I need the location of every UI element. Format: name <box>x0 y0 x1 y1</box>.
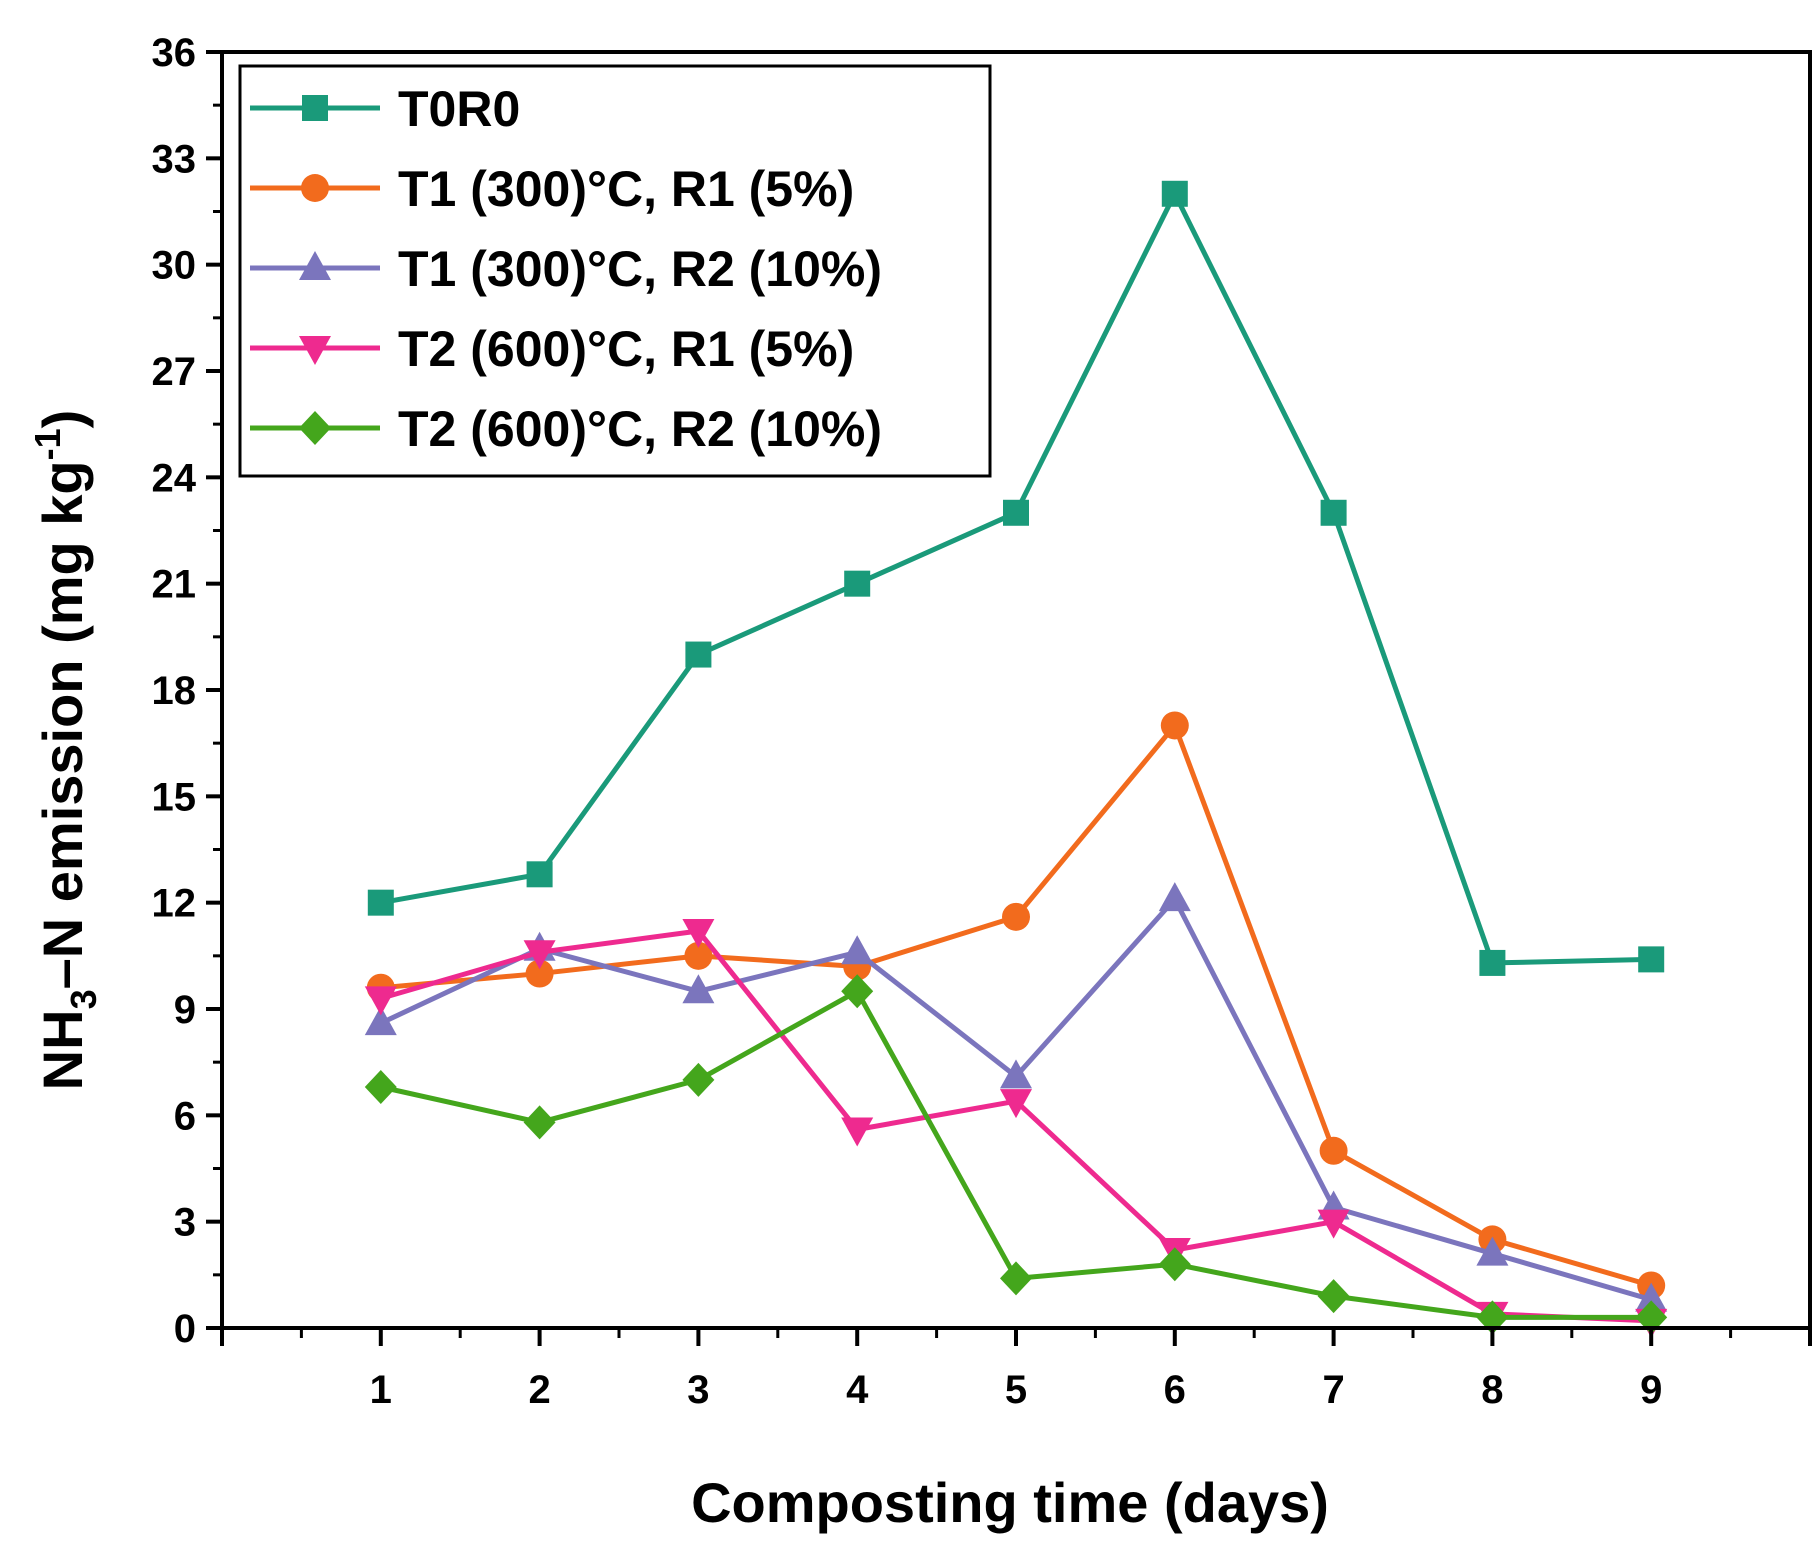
data-point <box>684 941 713 970</box>
data-point <box>367 889 394 916</box>
data-point <box>1635 1282 1668 1312</box>
y-tick-label: 15 <box>152 775 197 819</box>
legend-entry-1: T0R0 <box>250 81 520 137</box>
y-tick-label: 27 <box>152 350 197 394</box>
plot-area <box>364 180 1668 1338</box>
data-point <box>682 974 715 1004</box>
y-axis-title-sub: 3 <box>63 989 104 1009</box>
data-point <box>523 940 556 970</box>
y-tick-label: 33 <box>152 137 197 181</box>
data-point <box>1158 1247 1191 1282</box>
data-point <box>526 861 553 888</box>
data-point <box>1479 949 1506 976</box>
legend-entry-5: T2 (600)°C, R2 (10%) <box>250 401 882 457</box>
data-point <box>1160 711 1189 740</box>
data-point <box>1000 1089 1032 1119</box>
y-tick-label: 9 <box>174 988 196 1032</box>
series-line <box>380 722 1652 1288</box>
legend-entry-2: T1 (300)°C, R1 (5%) <box>250 161 854 217</box>
data-point <box>1319 1136 1348 1165</box>
y-tick-label: 12 <box>152 882 197 926</box>
legend-marker <box>299 336 331 365</box>
x-tick-label: 3 <box>687 1368 709 1412</box>
y-axis-title: NH3–N emission (mg kg-1) <box>27 410 104 1091</box>
x-tick-label: 8 <box>1481 1368 1503 1412</box>
data-point <box>1158 882 1191 912</box>
data-point <box>364 986 397 1016</box>
data-point <box>841 935 874 965</box>
legend: T0R0 T1 (300)°C, R1 (5%) T1 (300)°C, R2 (1… <box>238 64 992 478</box>
series-1 <box>367 180 1665 976</box>
data-point <box>1638 946 1665 973</box>
y-axis-title-rest: –N emission (mg kg <box>31 460 94 989</box>
data-point <box>1317 1279 1350 1314</box>
data-point <box>1000 1059 1032 1089</box>
y-axis-title-close: ) <box>31 410 94 429</box>
data-point <box>1003 499 1029 526</box>
data-point <box>682 919 715 949</box>
series-5 <box>364 974 1668 1335</box>
x-tick-label: 5 <box>1005 1368 1027 1412</box>
legend-marker <box>302 95 328 121</box>
legend-label: T1 (300)°C, R1 (5%) <box>398 161 854 217</box>
x-tick-label: 6 <box>1164 1368 1186 1412</box>
y-tick-label: 30 <box>152 244 197 288</box>
y-tick-label: 24 <box>152 456 197 500</box>
series-2 <box>366 711 1666 1300</box>
data-point <box>1476 1236 1509 1266</box>
y-tick-label: 36 <box>152 31 197 75</box>
legend-box <box>238 64 992 478</box>
legend-entry-3: T1 (300)°C, R2 (10%) <box>250 241 882 297</box>
data-point <box>523 1105 556 1140</box>
x-tick-label: 7 <box>1322 1368 1344 1412</box>
legend-label: T0R0 <box>398 81 520 137</box>
legend-entry-4: T2 (600)°C, R1 (5%) <box>250 321 854 377</box>
legend-marker <box>301 174 329 202</box>
legend-label: T2 (600)°C, R1 (5%) <box>398 321 854 377</box>
data-point <box>682 1062 715 1097</box>
x-axis-title: Composting time (days) <box>691 1471 1329 1534</box>
x-tick-label: 1 <box>370 1368 392 1412</box>
legend-label: T2 (600)°C, R2 (10%) <box>398 401 882 457</box>
data-point <box>1317 1209 1350 1239</box>
data-point <box>1320 499 1347 526</box>
data-point <box>525 959 554 988</box>
x-tick-label: 2 <box>528 1368 550 1412</box>
data-point <box>841 1117 874 1147</box>
data-point <box>844 570 871 597</box>
x-tick-label: 9 <box>1640 1368 1662 1412</box>
data-point <box>841 974 874 1009</box>
x-tick-label: 4 <box>846 1368 869 1412</box>
y-axis-title-main: NH <box>31 1009 94 1090</box>
y-tick-label: 21 <box>152 563 197 607</box>
y-tick-label: 3 <box>174 1201 196 1245</box>
data-point <box>364 1069 397 1104</box>
y-tick-label: 6 <box>174 1094 196 1138</box>
y-tick-label: 0 <box>174 1307 196 1351</box>
data-point <box>1000 1261 1032 1296</box>
y-axis-title-sup: -1 <box>27 428 68 460</box>
data-point <box>685 641 712 668</box>
y-tick-label: 18 <box>152 669 197 713</box>
data-point <box>1161 180 1188 207</box>
data-point <box>1635 1300 1668 1335</box>
data-point <box>1476 1300 1509 1335</box>
legend-marker <box>299 411 331 445</box>
data-point <box>364 1006 397 1036</box>
legend-marker <box>299 251 331 280</box>
legend-label: T1 (300)°C, R2 (10%) <box>398 241 882 297</box>
data-point <box>1002 902 1030 931</box>
